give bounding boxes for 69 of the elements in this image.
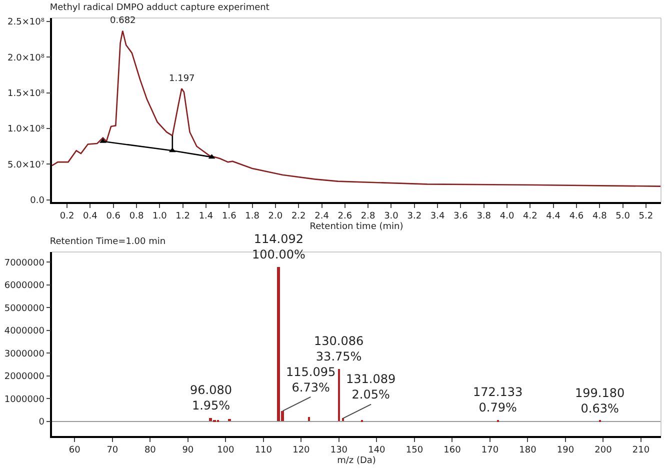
- y-tick-label: 5000000: [4, 304, 45, 314]
- annotation: 1.197: [169, 74, 195, 84]
- x-tick-label: 2.8: [360, 212, 376, 222]
- x-tick-label: 1.2: [176, 212, 190, 222]
- y-tick-label: 2.0×10⁸: [8, 53, 45, 64]
- x-tick-label: 3.4: [430, 212, 445, 222]
- x-tick-label: 0.4: [83, 212, 98, 222]
- x-tick-label: 2.0: [268, 212, 283, 222]
- chart-title: Methyl radical DMPO adduct capture experiment: [50, 2, 270, 13]
- x-tick-label: 140: [368, 446, 386, 456]
- x-tick-label: 60: [68, 446, 81, 456]
- x-tick-label: 3.8: [476, 212, 492, 222]
- x-tick-label: 0.2: [60, 212, 74, 222]
- y-tick-label: 7000000: [4, 258, 45, 268]
- annotation: 0.682: [110, 16, 136, 26]
- x-tick-label: 0.8: [129, 212, 144, 222]
- x-tick-label: 210: [632, 446, 650, 456]
- y-tick-label: 3000000: [4, 349, 45, 360]
- y-tick-label: 4000000: [4, 326, 45, 337]
- x-tick-label: 90: [182, 446, 194, 456]
- x-tick-label: 4.6: [569, 212, 584, 222]
- x-tick-label: 4.4: [546, 212, 561, 222]
- y-tick-label: 1.5×10⁸: [8, 89, 45, 100]
- x-axis-title: Retention time (min): [310, 222, 404, 232]
- x-tick-label: 4.8: [592, 212, 608, 222]
- x-tick-label: 100: [217, 446, 235, 456]
- y-tick-label: 0.0: [30, 196, 45, 206]
- y-tick-label: 1000000: [4, 394, 45, 405]
- x-tick-label: 70: [106, 446, 118, 456]
- x-tick-label: 2.2: [291, 212, 306, 222]
- x-tick-label: 1.0: [152, 212, 168, 222]
- x-tick-label: 2.4: [314, 212, 330, 222]
- x-tick-label: 80: [144, 446, 156, 456]
- x-tick-label: 1.4: [198, 212, 214, 222]
- x-tick-label: 150: [406, 446, 424, 456]
- x-tick-label: 5.2: [638, 212, 654, 222]
- x-tick-label: 1.8: [245, 212, 260, 222]
- x-tick-label: 160: [444, 446, 462, 456]
- annotation: 114.092 100.00%: [252, 232, 306, 262]
- y-tick-label: 5.0×10⁷: [8, 160, 45, 170]
- x-axis-title: m/z (Da): [337, 456, 376, 466]
- x-tick-label: 110: [254, 446, 272, 456]
- x-tick-label: 200: [594, 446, 612, 456]
- x-tick-label: 130: [330, 446, 348, 456]
- annotation: 130.086 33.75%: [314, 334, 364, 364]
- annotation: 172.133 0.79%: [473, 385, 523, 415]
- x-tick-label: 4.0: [500, 212, 514, 222]
- chart-title: Retention Time=1.00 min: [50, 236, 166, 247]
- x-tick-label: 120: [292, 446, 310, 456]
- x-tick-label: 2.6: [338, 212, 352, 222]
- x-tick-label: 190: [556, 446, 574, 456]
- annotation: 115.095 6.73%: [286, 365, 336, 395]
- annotation: 96.080 1.95%: [190, 383, 232, 413]
- x-tick-label: 180: [519, 446, 537, 456]
- x-tick-label: 5.0: [616, 212, 630, 222]
- y-tick-label: 2.5×10⁸: [8, 18, 45, 28]
- y-tick-label: 0: [38, 418, 45, 428]
- x-tick-label: 170: [481, 446, 499, 456]
- x-tick-label: 3.0: [384, 212, 399, 222]
- x-tick-label: 3.6: [454, 212, 468, 222]
- y-tick-label: 2000000: [4, 372, 45, 382]
- y-tick-label: 1.0×10⁸: [8, 124, 45, 135]
- annotation: 199.180 0.63%: [575, 386, 625, 416]
- x-tick-label: 1.6: [222, 212, 237, 222]
- x-tick-label: 0.6: [106, 212, 121, 222]
- annotation: 131.089 2.05%: [346, 372, 396, 402]
- y-tick-label: 6000000: [4, 281, 45, 292]
- x-tick-label: 3.2: [407, 212, 422, 222]
- x-tick-label: 4.2: [523, 212, 538, 222]
